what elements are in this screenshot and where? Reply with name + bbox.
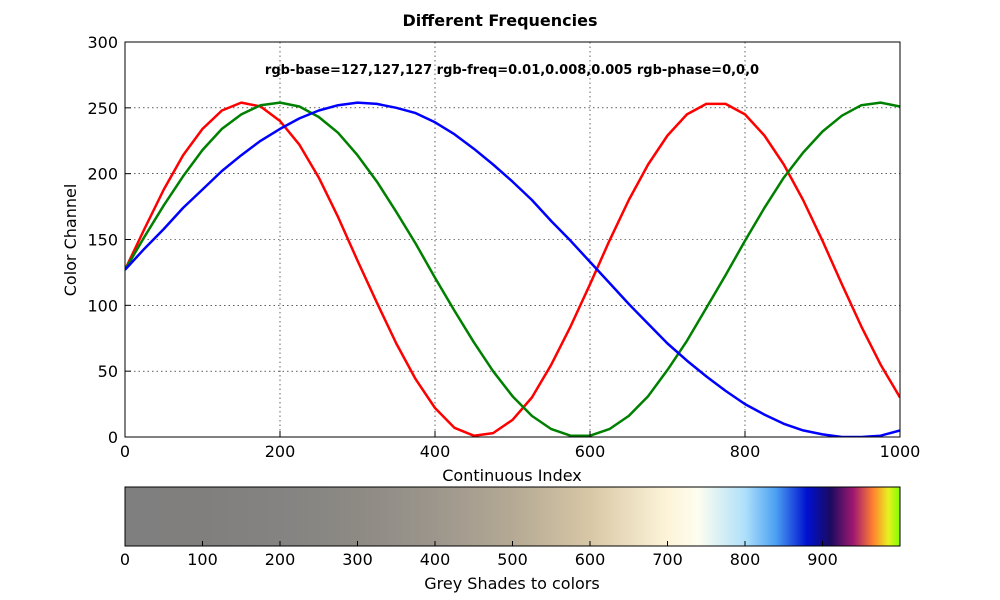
y-tick-label: 150 (87, 231, 118, 250)
x-tick-labels: 0 200 400 600 800 1000 (120, 431, 920, 461)
colorbar-tick-label: 600 (575, 550, 606, 569)
x-axis-label: Continuous Index (442, 466, 582, 485)
colorbar: 0 100 200 300 400 500 600 700 800 900 Grey Shades… (120, 486, 901, 593)
colorbar-tick-label: 200 (265, 550, 296, 569)
x-tick-label: 0 (120, 442, 130, 461)
y-axis-label: Color Channel (61, 184, 80, 297)
x-tick-label: 400 (420, 442, 451, 461)
colorbar-label: Grey Shades to colors (424, 574, 599, 593)
y-tick-label: 250 (87, 99, 118, 118)
y-tick-label: 0 (108, 428, 118, 447)
x-tick-label: 1000 (880, 442, 921, 461)
series-line-1 (125, 101, 900, 437)
series-lines (125, 101, 900, 437)
colorbar-gradient (124, 486, 901, 547)
y-tick-label: 200 (87, 165, 118, 184)
y-tick-label: 50 (98, 362, 118, 381)
series-line-2 (125, 101, 900, 437)
chart-annotation: rgb-base=127,127,127 rgb-freq=0.01,0.008… (265, 63, 759, 78)
colorbar-tick-labels: 0 100 200 300 400 500 600 700 800 900 (120, 541, 838, 569)
y-tick-label: 100 (87, 296, 118, 315)
x-tick-label: 600 (575, 442, 606, 461)
x-tick-label: 200 (265, 442, 296, 461)
colorbar-tick-label: 400 (420, 550, 451, 569)
colorbar-tick-label: 0 (120, 550, 130, 569)
colorbar-tick-label: 700 (652, 550, 683, 569)
y-tick-label: 300 (87, 33, 118, 52)
colorbar-tick-label: 300 (342, 550, 373, 569)
colorbar-tick-label: 900 (807, 550, 838, 569)
y-tick-labels: 0 50 100 150 200 250 300 (87, 33, 131, 447)
colorbar-tick-label: 800 (730, 550, 761, 569)
grid-lines (125, 42, 900, 437)
chart-title: Different Frequencies (402, 11, 597, 30)
colorbar-tick-label: 500 (497, 550, 528, 569)
x-tick-label: 800 (730, 442, 761, 461)
colorbar-tick-label: 100 (187, 550, 218, 569)
series-line-3 (125, 101, 900, 437)
line-chart: Different Frequencies 0 200 400 600 800 1000 … (61, 11, 920, 485)
